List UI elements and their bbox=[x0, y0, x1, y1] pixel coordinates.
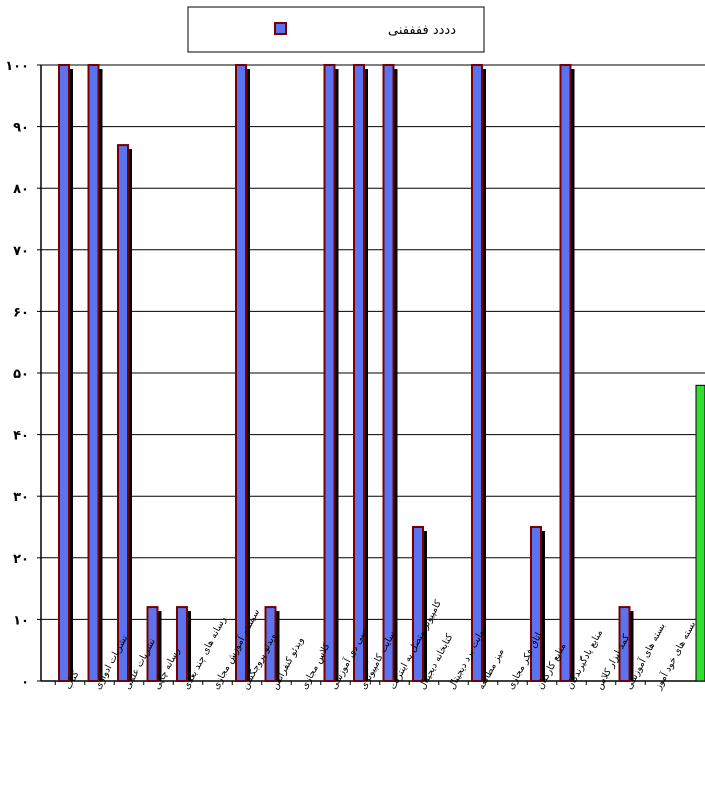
y-tick-label: ۸۰ bbox=[13, 182, 29, 197]
bar bbox=[412, 526, 424, 682]
y-tick-label: ۱۰ bbox=[13, 613, 29, 628]
y-tick-label: ۳۰ bbox=[13, 490, 29, 505]
legend-box bbox=[187, 6, 485, 53]
bar bbox=[382, 64, 395, 682]
axes bbox=[37, 64, 705, 685]
bar bbox=[87, 64, 100, 682]
bar bbox=[117, 144, 129, 682]
grid-lines bbox=[41, 64, 705, 620]
bar-extra bbox=[695, 384, 705, 682]
bar bbox=[176, 606, 188, 683]
bar bbox=[559, 64, 572, 682]
bar bbox=[264, 606, 277, 683]
y-tick-label: ۹۰ bbox=[13, 121, 29, 136]
y-tick-label: ۲۰ bbox=[13, 552, 29, 567]
y-tick-label: ۶۰ bbox=[13, 305, 29, 320]
legend-swatch bbox=[274, 22, 287, 35]
y-tick-label: ۴۰ bbox=[13, 429, 29, 444]
y-tick-label: ۱۰۰ bbox=[5, 59, 29, 74]
bar bbox=[58, 64, 70, 682]
bar bbox=[353, 64, 365, 682]
bars bbox=[58, 64, 705, 683]
bar bbox=[323, 64, 336, 682]
bar bbox=[618, 606, 631, 683]
bar bbox=[471, 64, 483, 682]
bar bbox=[530, 526, 542, 682]
y-tick-label: ۰ bbox=[21, 675, 29, 690]
y-tick-label: ۷۰ bbox=[13, 244, 29, 259]
legend-label: دددد ففففنی bbox=[388, 23, 456, 38]
y-tick-label: ۵۰ bbox=[13, 367, 29, 382]
y-tick-labels: ۰ ۱۰ ۲۰ ۳۰ ۴۰ ۵۰ ۶۰ ۷۰ ۸۰ ۹۰ ۱۰۰ bbox=[5, 59, 29, 690]
bar bbox=[146, 606, 159, 683]
legend: دددد ففففنی bbox=[187, 6, 485, 53]
bar bbox=[235, 64, 247, 682]
